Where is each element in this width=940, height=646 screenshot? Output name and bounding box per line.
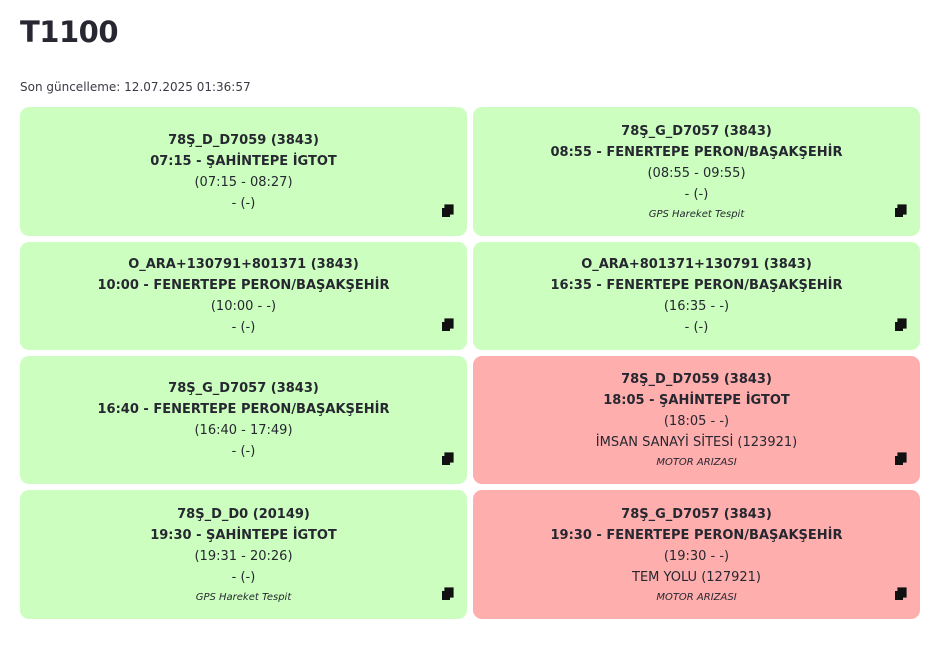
trip-location: - (-) [231, 569, 256, 585]
trip-location: - (-) [684, 186, 709, 202]
trip-times: (07:15 - 08:27) [194, 174, 293, 190]
trip-times: (19:31 - 20:26) [194, 548, 293, 564]
trip-location: - (-) [684, 320, 709, 335]
last-updated: Son güncelleme: 12.07.2025 01:36:57 [20, 80, 251, 94]
trip-times: (18:05 - -) [663, 414, 730, 429]
trip-card: 78Ş_G_D7057 (3843) 19:30 - FENERTEPE PERO… [473, 490, 920, 619]
trip-grid: 78Ş_D_D7059 (3843) 07:15 - ŞAHİNTEPE İGTO… [20, 107, 920, 619]
trip-code: O_ARA+801371+130791 (3843) [581, 257, 812, 272]
trip-card: 78Ş_G_D7057 (3843) 08:55 - FENERTEPE PERO… [473, 107, 920, 236]
trip-card: 78Ş_D_D7059 (3843) 18:05 - ŞAHİNTEPE İGTO… [473, 356, 920, 484]
trip-card: 78Ş_D_D7059 (3843) 07:15 - ŞAHİNTEPE İGTO… [20, 107, 467, 236]
trip-route: 16:40 - FENERTEPE PERON/BAŞAKŞEHİR [97, 402, 390, 417]
trip-note: GPS Hareket Tespit [195, 591, 292, 603]
trip-location: İMSAN SANAYİ SİTESİ (123921) [595, 435, 798, 450]
trip-route: 10:00 - FENERTEPE PERON/BAŞAKŞEHİR [97, 278, 390, 293]
trip-code: 78Ş_G_D7057 (3843) [621, 123, 772, 139]
copy-icon[interactable] [441, 587, 455, 601]
trip-code: O_ARA+130791+801371 (3843) [128, 257, 359, 272]
trip-card: O_ARA+130791+801371 (3843) 10:00 - FENERT… [20, 242, 467, 350]
trip-route: 16:35 - FENERTEPE PERON/BAŞAKŞEHİR [550, 278, 843, 293]
trip-note: GPS Hareket Tespit [648, 208, 745, 220]
trip-times: (08:55 - 09:55) [647, 165, 746, 181]
trip-code: 78Ş_D_D7059 (3843) [168, 132, 319, 148]
trip-location: - (-) [231, 444, 256, 459]
copy-icon[interactable] [441, 318, 455, 332]
trip-times: (16:35 - -) [663, 299, 730, 314]
page-title: T1100 [20, 15, 119, 49]
trip-note: MOTOR ARIZASI [656, 457, 737, 468]
copy-icon[interactable] [441, 204, 455, 218]
copy-icon[interactable] [441, 452, 455, 466]
copy-icon[interactable] [894, 204, 908, 218]
copy-icon[interactable] [894, 452, 908, 466]
trip-code: 78Ş_D_D0 (20149) [177, 506, 310, 522]
trip-route: 19:30 - FENERTEPE PERON/BAŞAKŞEHİR [550, 527, 843, 543]
trip-note: MOTOR ARIZASI [656, 591, 737, 603]
trip-location: - (-) [231, 320, 256, 335]
trip-card: 78Ş_G_D7057 (3843) 16:40 - FENERTEPE PERO… [20, 356, 467, 484]
trip-route: 18:05 - ŞAHİNTEPE İGTOT [603, 393, 790, 408]
trip-times: (10:00 - -) [210, 299, 277, 314]
copy-icon[interactable] [894, 587, 908, 601]
trip-location: - (-) [231, 195, 256, 211]
trip-code: 78Ş_G_D7057 (3843) [168, 381, 319, 396]
trip-code: 78Ş_D_D7059 (3843) [621, 372, 772, 387]
trip-card: 78Ş_D_D0 (20149) 19:30 - ŞAHİNTEPE İGTOT (… [20, 490, 467, 619]
copy-icon[interactable] [894, 318, 908, 332]
trip-location: TEM YOLU (127921) [632, 569, 761, 585]
trip-card: O_ARA+801371+130791 (3843) 16:35 - FENERT… [473, 242, 920, 350]
trip-times: (16:40 - 17:49) [194, 423, 293, 438]
trip-route: 19:30 - ŞAHİNTEPE İGTOT [150, 527, 337, 543]
trip-route: 07:15 - ŞAHİNTEPE İGTOT [150, 153, 337, 169]
trip-route: 08:55 - FENERTEPE PERON/BAŞAKŞEHİR [550, 144, 843, 160]
trip-times: (19:30 - -) [663, 548, 730, 564]
trip-code: 78Ş_G_D7057 (3843) [621, 506, 772, 522]
